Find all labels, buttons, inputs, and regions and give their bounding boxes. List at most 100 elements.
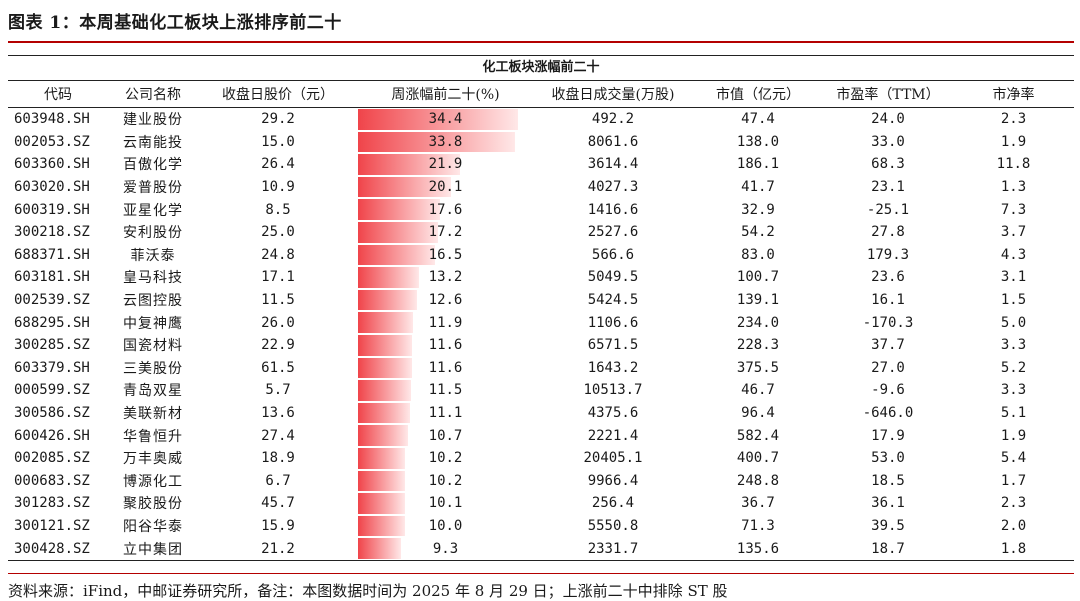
cell-volume: 2527.6: [587, 224, 639, 241]
cell-code: 300586.SZ: [14, 405, 90, 422]
table-row: 002539.SZ 云图控股 11.5 12.6 5424.5 139.1 16.1 1.5: [8, 289, 1074, 312]
weekly-gain-value: 11.1: [428, 405, 463, 422]
cell-close: 29.2: [261, 111, 295, 128]
cell-weekly: 33.8: [358, 131, 533, 154]
cell-volume: 566.6: [591, 246, 635, 263]
cell-pe: 18.7: [823, 537, 953, 561]
cell-pb: 1.7: [1000, 472, 1027, 489]
cell-pe: 33.0: [871, 133, 905, 150]
title-rule: [8, 41, 1074, 43]
header-row: 代码 公司名称 收盘日股价（元） 周涨幅前二十(%) 收盘日成交量(万股) 市值…: [8, 81, 1074, 108]
cell-pe: 17.9: [871, 427, 905, 444]
weekly-gain-value: 13.2: [428, 269, 463, 286]
table-row: 603181.SH 皇马科技 17.1 13.2 5049.5 100.7 23.6 3.1: [8, 266, 1074, 289]
cell-volume: 2221.4: [587, 427, 639, 444]
cell-name: 安利股份: [123, 225, 183, 242]
header-pe: 市盈率（TTM）: [823, 81, 953, 108]
cell-name: 华鲁恒升: [123, 428, 183, 445]
cell-close: 24.8: [261, 246, 295, 263]
cell-weekly: 21.9: [358, 153, 533, 176]
cell-pb: 5.0: [1000, 314, 1027, 331]
cell-weekly: 10.1: [358, 492, 533, 515]
cell-volume: 256.4: [591, 495, 635, 512]
weekly-gain-bar: [358, 380, 412, 401]
cell-code: 000683.SZ: [14, 472, 90, 489]
cell-weekly: 17.2: [358, 221, 533, 244]
weekly-gain-value: 12.6: [428, 292, 463, 309]
weekly-gain-value: 17.6: [428, 201, 463, 218]
cell-code: 603360.SH: [14, 156, 90, 173]
weekly-gain-value: 11.9: [428, 314, 463, 331]
cell-close: 22.9: [261, 337, 295, 354]
cell-weekly: 17.6: [358, 198, 533, 221]
cell-mcap: 32.9: [741, 201, 775, 218]
weekly-gain-bar: [358, 289, 417, 311]
cell-mcap: 582.4: [736, 427, 780, 444]
cell-mcap: 375.5: [736, 359, 780, 376]
cell-mcap: 47.4: [741, 111, 775, 128]
cell-close: 6.7: [265, 472, 291, 489]
cell-code: 603379.SH: [14, 359, 90, 376]
cell-code: 688295.SH: [14, 314, 90, 331]
table-body: 603948.SH 建业股份 29.2 34.4 492.2 47.4 24.0 2.3 002…: [8, 108, 1074, 561]
weekly-gain-bar: [358, 538, 402, 559]
ranking-table: 代码 公司名称 收盘日股价（元） 周涨幅前二十(%) 收盘日成交量(万股) 市值…: [8, 81, 1074, 561]
cell-pe: -646.0: [862, 405, 914, 422]
weekly-gain-bar: [358, 176, 452, 198]
cell-weekly: 9.3: [358, 537, 533, 561]
table-row: 300285.SZ 国瓷材料 22.9 11.6 6571.5 228.3 37.7 3.3: [8, 334, 1074, 357]
cell-pe: 23.1: [871, 179, 905, 196]
cell-pb: 3.1: [1000, 269, 1027, 286]
cell-volume: 1643.2: [587, 359, 639, 376]
cell-name: 博源化工: [123, 473, 183, 490]
cell-volume: 4027.3: [587, 179, 639, 196]
cell-weekly: 16.5: [358, 244, 533, 267]
cell-pe: 27.0: [871, 359, 905, 376]
table-row: 301283.SZ 聚胶股份 45.7 10.1 256.4 36.7 36.1 2.3: [8, 492, 1074, 515]
cell-code: 300285.SZ: [14, 337, 90, 354]
weekly-gain-value: 16.5: [428, 246, 463, 263]
source-note: 资料来源：iFind，中邮证券研究所，备注：本图数据时间为 2025 年 8 月…: [8, 582, 728, 600]
cell-pe: 16.1: [871, 292, 905, 309]
weekly-gain-bar: [358, 334, 412, 356]
cell-mcap: 248.8: [736, 472, 780, 489]
cell-volume: 8061.6: [587, 133, 639, 150]
cell-code: 002085.SZ: [14, 450, 90, 467]
cell-name: 建业股份: [123, 112, 183, 129]
cell-pb: 5.4: [1000, 450, 1027, 467]
table-row: 603379.SH 三美股份 61.5 11.6 1643.2 375.5 27.0 5.2: [8, 357, 1074, 380]
cell-pb: 2.3: [1000, 495, 1027, 512]
table-row: 300121.SZ 阳谷华泰 15.9 10.0 5550.8 71.3 39.5 2.0: [8, 515, 1074, 538]
cell-pe: 27.8: [871, 224, 905, 241]
cell-volume: 5424.5: [587, 292, 639, 309]
cell-close: 13.6: [261, 405, 295, 422]
table-title: 化工板块涨幅前二十: [8, 55, 1074, 81]
weekly-gain-bar: [358, 267, 420, 288]
cell-weekly: 13.2: [358, 266, 533, 289]
cell-code: 002539.SZ: [14, 292, 90, 309]
cell-name: 万丰奥威: [123, 451, 183, 468]
cell-name: 立中集团: [108, 537, 198, 561]
cell-weekly: 10.0: [358, 515, 533, 538]
cell-code: 603181.SH: [14, 269, 90, 286]
figure-title: 图表 1：本周基础化工板块上涨排序前二十: [8, 13, 342, 33]
cell-volume: 492.2: [591, 111, 635, 128]
cell-volume: 10513.7: [583, 382, 643, 399]
header-mcap: 市值（亿元）: [693, 81, 823, 108]
cell-volume: 3614.4: [587, 156, 639, 173]
cell-mcap: 96.4: [741, 405, 775, 422]
cell-code: 603948.SH: [14, 111, 90, 128]
cell-name: 青岛双星: [123, 383, 183, 400]
weekly-gain-value: 10.2: [428, 450, 463, 467]
cell-name: 云图控股: [123, 293, 183, 310]
cell-pe: -170.3: [862, 314, 914, 331]
cell-code: 603020.SH: [14, 179, 90, 196]
cell-pe: 53.0: [871, 450, 905, 467]
weekly-gain-bar: [358, 221, 438, 243]
header-pb: 市净率: [953, 81, 1074, 108]
cell-close: 8.5: [265, 201, 291, 218]
cell-close: 18.9: [261, 450, 295, 467]
cell-close: 45.7: [261, 495, 295, 512]
cell-pb: 11.8: [996, 156, 1031, 173]
weekly-gain-bar: [358, 470, 406, 492]
